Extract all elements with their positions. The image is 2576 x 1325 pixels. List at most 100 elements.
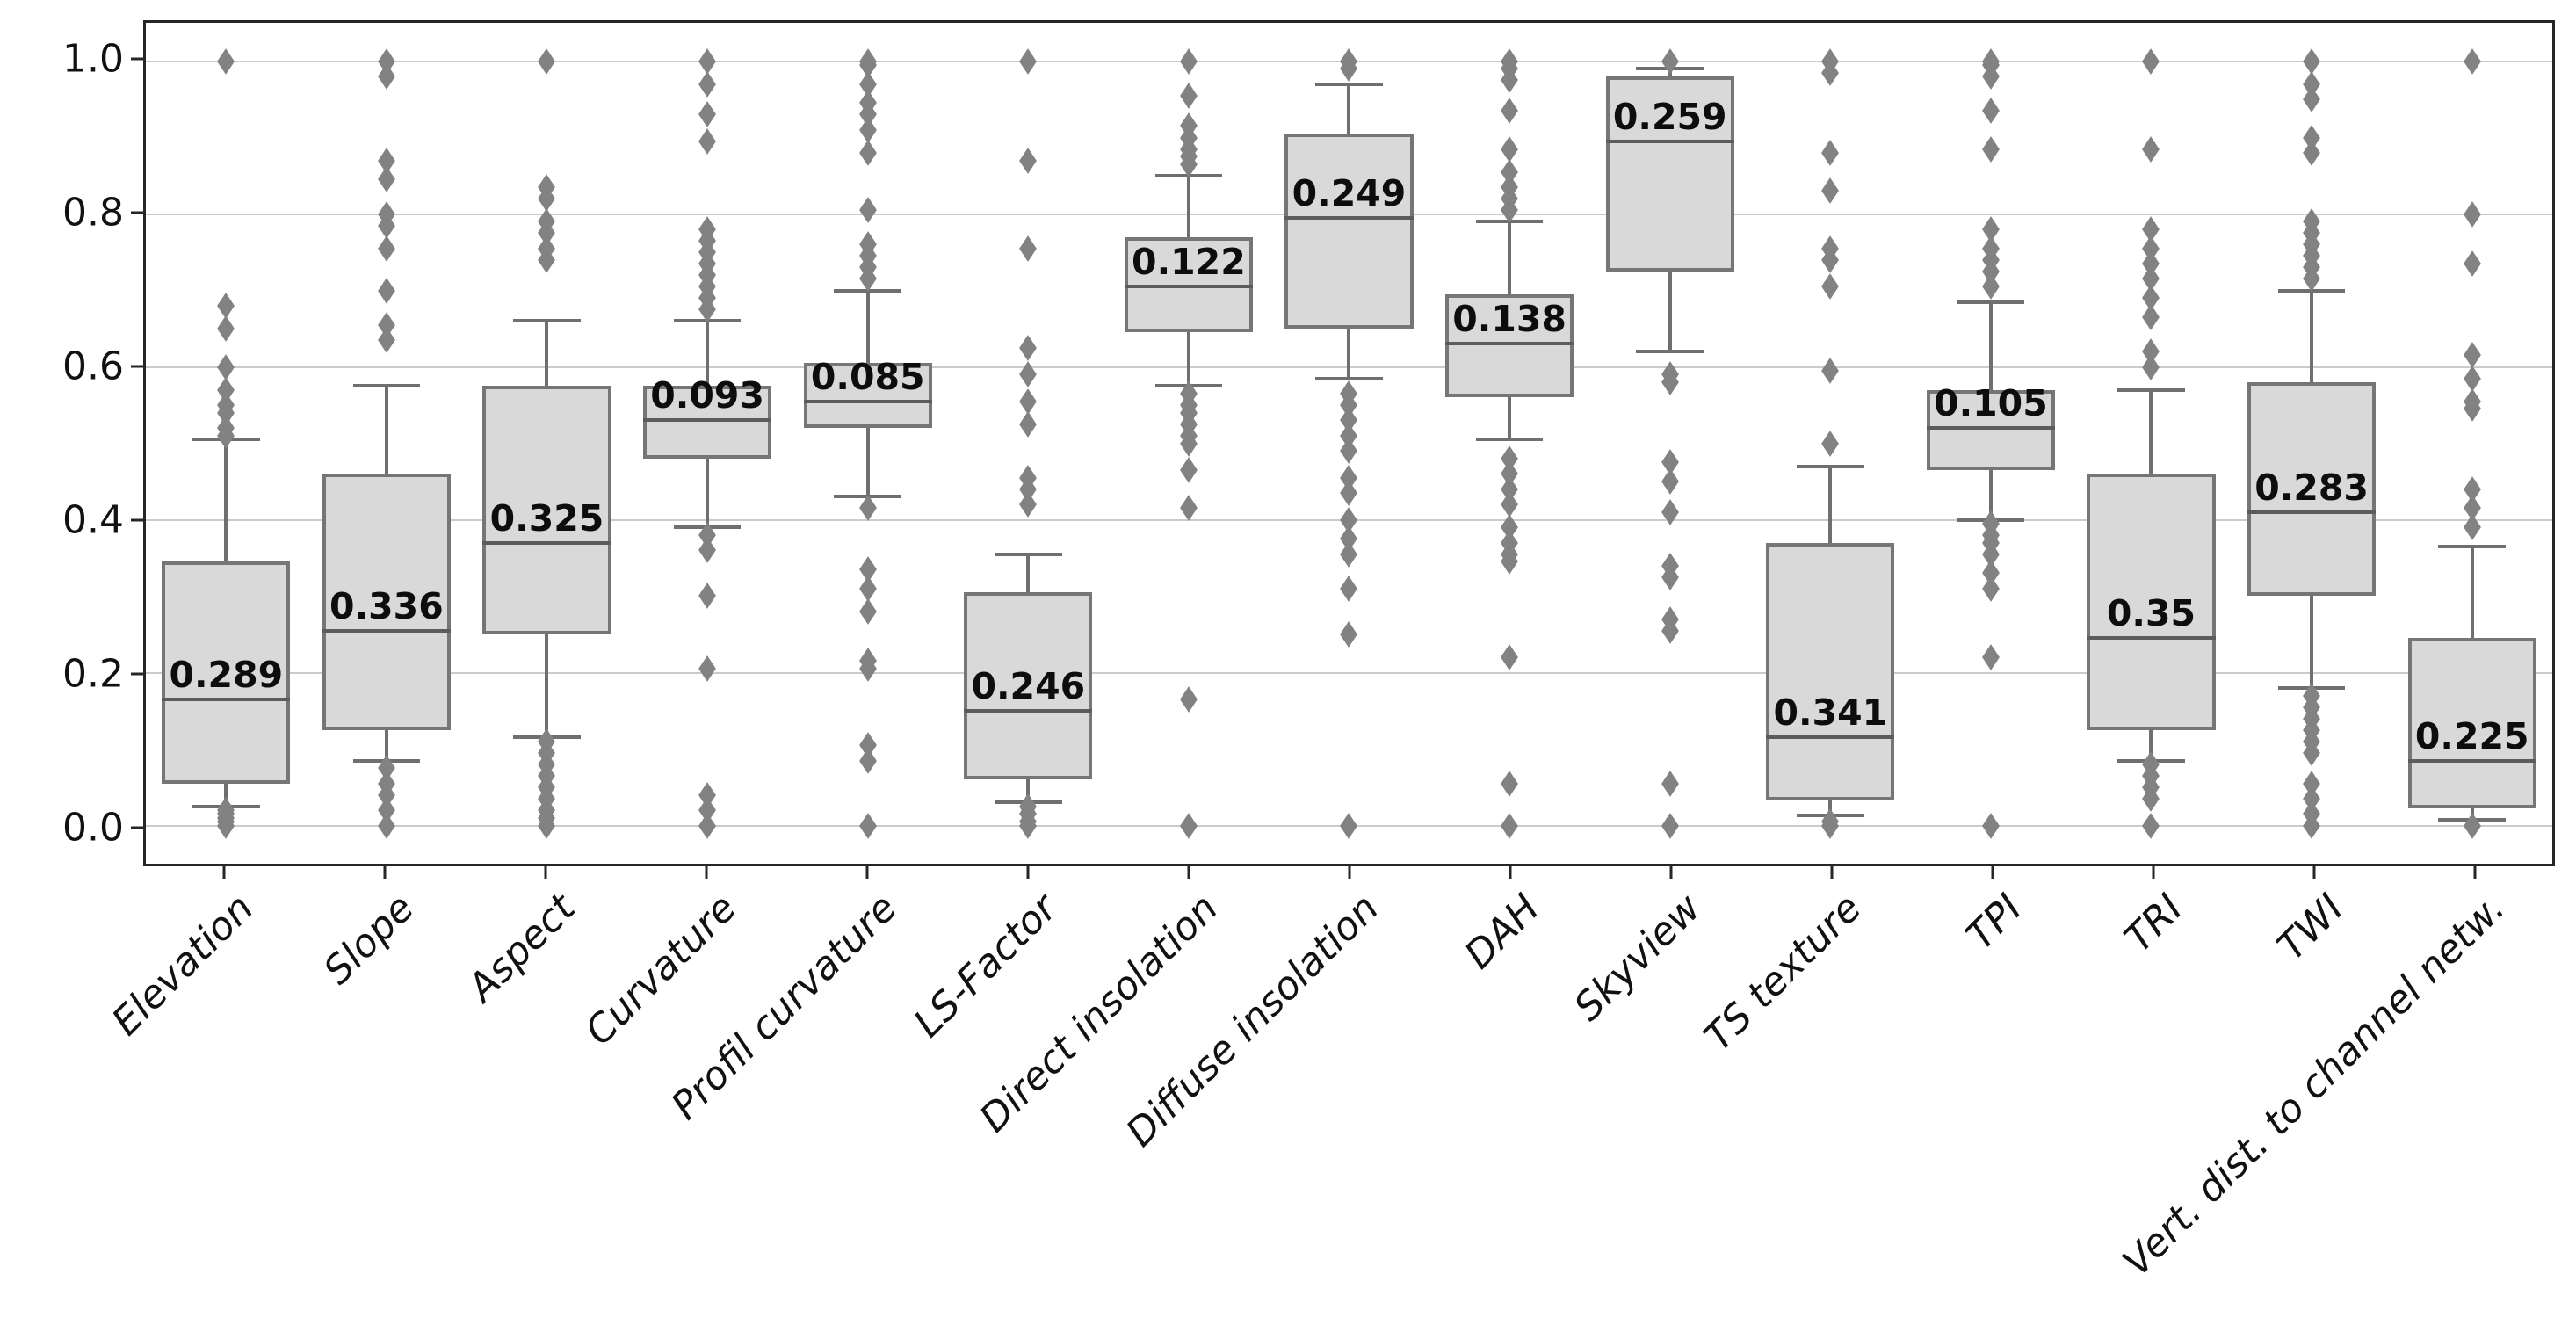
gridline-y-0.2 [146,671,2552,674]
x-tick-mark [383,866,386,879]
outlier-point [2303,47,2320,75]
outlier-point [217,315,235,342]
outlier-point [1821,177,1840,205]
x-tick-mark [865,866,868,879]
x-tick-mark [544,866,546,879]
outlier-point [698,812,716,839]
outlier-point [1981,575,2000,602]
median-value-label: 0.138 [1452,298,1567,341]
outlier-point [1821,357,1840,384]
median-line [1605,139,1734,143]
outlier-point [1019,47,1038,75]
iqr-box [1124,236,1253,333]
y-tick-label: 0.4 [62,497,124,543]
outlier-point [1661,770,1679,797]
median-value-label: 0.35 [2106,592,2196,635]
median-value-label: 0.259 [1612,95,1727,138]
outlier-point [2463,250,2481,277]
median-line [1445,342,1574,346]
x-tick-label-elevation: Elevation [103,886,263,1045]
outlier-point [1179,686,1198,713]
x-tick-mark [1026,866,1029,879]
outlier-point [377,277,395,304]
outlier-point [858,197,877,223]
iqr-box [964,592,1093,780]
outlier-point [2463,200,2481,228]
outlier-point [1821,430,1840,457]
outlier-point [1661,812,1679,839]
median-value-label: 0.336 [329,584,444,627]
x-tick-label-twi: TWI [2268,886,2353,970]
outlier-point [858,495,877,522]
whisker-cap-low [1475,438,1544,442]
outlier-point [698,101,716,128]
outlier-point [217,293,235,319]
outlier-point [217,353,235,380]
outlier-point [1179,812,1198,839]
outlier-point [1340,575,1358,602]
outlier-point [858,747,877,774]
iqr-box [2247,381,2377,597]
outlier-point [1981,644,2000,670]
y-tick-mark [131,518,143,522]
box-group-ts-texture: 0.341 [1750,23,1911,864]
outlier-point [2463,812,2481,839]
median-line [2087,636,2216,641]
outlier-point [217,47,235,75]
box-group-dah: 0.138 [1429,23,1590,864]
y-tick-label: 1.0 [62,36,124,82]
outlier-point [1019,334,1038,361]
outlier-point [858,140,877,166]
outlier-point [1661,468,1679,495]
box-group-tpi: 0.105 [1911,23,2072,864]
outlier-point [2142,353,2160,380]
outlier-point [1501,135,1518,163]
whisker-cap-high [513,319,581,323]
median-line [162,697,291,701]
x-tick-mark [1187,866,1190,879]
median-value-label: 0.246 [971,665,1086,707]
x-tick-mark [1509,866,1511,879]
outlier-point [1179,457,1198,483]
median-value-label: 0.325 [489,496,604,539]
box-group-tri: 0.35 [2071,23,2232,864]
outlier-point [1179,47,1198,75]
iqr-box [482,386,611,634]
outlier-point [1019,235,1038,262]
median-value-label: 0.085 [810,355,925,398]
x-tick-mark [2473,866,2476,879]
outlier-point [1340,812,1358,839]
iqr-box [2087,474,2216,730]
box-group-vert-dist-to-channel-netw: 0.225 [2391,23,2552,864]
median-line [964,709,1093,713]
whisker-cap-low [1636,350,1704,354]
whisker-cap-high [352,384,421,388]
outlier-point [1981,812,2000,839]
x-tick-label-ls-factor: LS-Factor [906,886,1067,1046]
median-line [1766,735,1895,740]
whisker-cap-high [2117,387,2185,392]
y-tick-label: 0.0 [62,805,124,851]
x-tick-mark [222,866,225,879]
iqr-box [162,561,291,784]
outlier-point [538,47,556,75]
outlier-point [698,583,716,610]
y-tick-mark [131,211,143,214]
box-group-direct-insolation: 0.122 [1109,23,1270,864]
median-line [322,628,451,633]
y-tick-mark [131,672,143,676]
whisker-cap-high [2438,544,2507,548]
whisker-cap-high [1315,82,1383,86]
outlier-point [698,47,716,75]
outlier-point [377,63,395,90]
x-tick-label-tri: TRI [2116,886,2192,961]
outlier-point [858,598,877,625]
median-line [643,418,772,423]
outlier-point [698,127,716,155]
outlier-point [377,812,395,839]
median-value-label: 0.341 [1773,691,1888,735]
outlier-point [1019,491,1038,518]
x-tick-label-aspect: Aspect [459,886,584,1010]
y-tick-label: 0.6 [62,344,124,389]
median-value-label: 0.249 [1292,171,1407,214]
